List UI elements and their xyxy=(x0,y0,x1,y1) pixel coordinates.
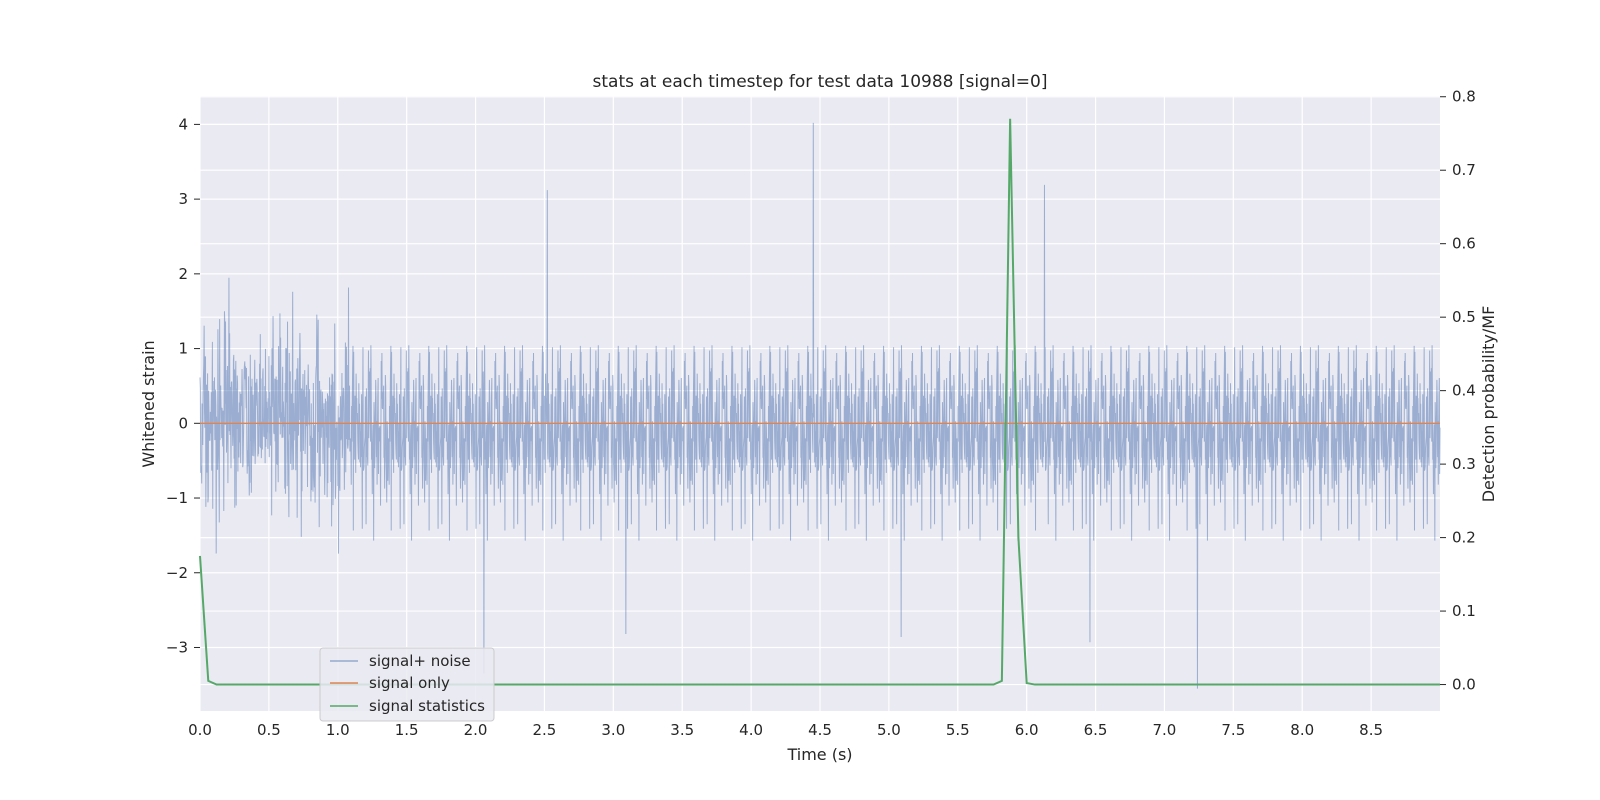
x-tick-label: 6.0 xyxy=(1015,721,1039,739)
x-tick-label: 3.5 xyxy=(670,721,694,739)
y2-tick-label: 0.3 xyxy=(1452,455,1476,473)
x-tick-label: 8.5 xyxy=(1359,721,1383,739)
y-tick-label: 0 xyxy=(178,414,188,432)
y2-tick-label: 0.5 xyxy=(1452,308,1476,326)
legend: signal+ noise signal only signal statist… xyxy=(319,647,495,722)
y2-tick-label: 0.6 xyxy=(1452,235,1476,253)
y-axis-label: Whitened strain xyxy=(139,340,158,467)
y2-tick-label: 0.7 xyxy=(1452,161,1476,179)
y-tick-label: 1 xyxy=(178,340,188,358)
y-tick-label: 2 xyxy=(178,265,188,283)
y2-tick-label: 0.8 xyxy=(1452,88,1476,106)
y2-tick-label: 0.1 xyxy=(1452,602,1476,620)
y2-tick-label: 0.4 xyxy=(1452,382,1476,400)
y-tick-label: 4 xyxy=(178,115,188,133)
legend-box xyxy=(319,647,495,722)
x-tick-label: 1.0 xyxy=(326,721,350,739)
y2-tick-label: 0.0 xyxy=(1452,676,1476,694)
x-tick-label: 3.0 xyxy=(601,721,625,739)
x-tick-label: 0.5 xyxy=(257,721,281,739)
x-tick-label: 2.5 xyxy=(533,721,557,739)
y2-axis-label: Detection probability/MF xyxy=(1479,306,1498,503)
signal-statistics-line xyxy=(199,118,1440,686)
x-tick-label: 4.0 xyxy=(739,721,763,739)
x-tick-label: 5.5 xyxy=(946,721,970,739)
chart-title: stats at each timestep for test data 109… xyxy=(593,72,1048,92)
y-tick-label: −3 xyxy=(166,638,188,656)
y-tick-label: −2 xyxy=(166,564,188,582)
x-tick-label: 7.0 xyxy=(1153,721,1177,739)
x-tick-label: 0.0 xyxy=(188,721,212,739)
x-tick-label: 7.5 xyxy=(1221,721,1245,739)
y-tick-label: −1 xyxy=(166,489,188,507)
series-signal-statistics xyxy=(199,118,1440,686)
axes: 0.0 0.5 1.0 1.5 2.0 2.5 3.0 3.5 4.0 4.5 5.0 5.5 6.0 6… xyxy=(166,88,1476,739)
legend-label-signal-statistics: signal statistics xyxy=(369,697,485,715)
x-tick-label: 2.0 xyxy=(464,721,488,739)
legend-label-signal-plus-noise: signal+ noise xyxy=(369,652,471,670)
x-tick-label: 6.5 xyxy=(1084,721,1108,739)
y2-tick-label: 0.2 xyxy=(1452,529,1476,547)
x-tick-label: 8.0 xyxy=(1290,721,1314,739)
x-tick-label: 4.5 xyxy=(808,721,832,739)
x-axis-label: Time (s) xyxy=(786,745,852,764)
x-tick-label: 5.0 xyxy=(877,721,901,739)
legend-label-signal-only: signal only xyxy=(369,674,450,692)
x-tick-label: 1.5 xyxy=(395,721,419,739)
y-tick-label: 3 xyxy=(178,190,188,208)
